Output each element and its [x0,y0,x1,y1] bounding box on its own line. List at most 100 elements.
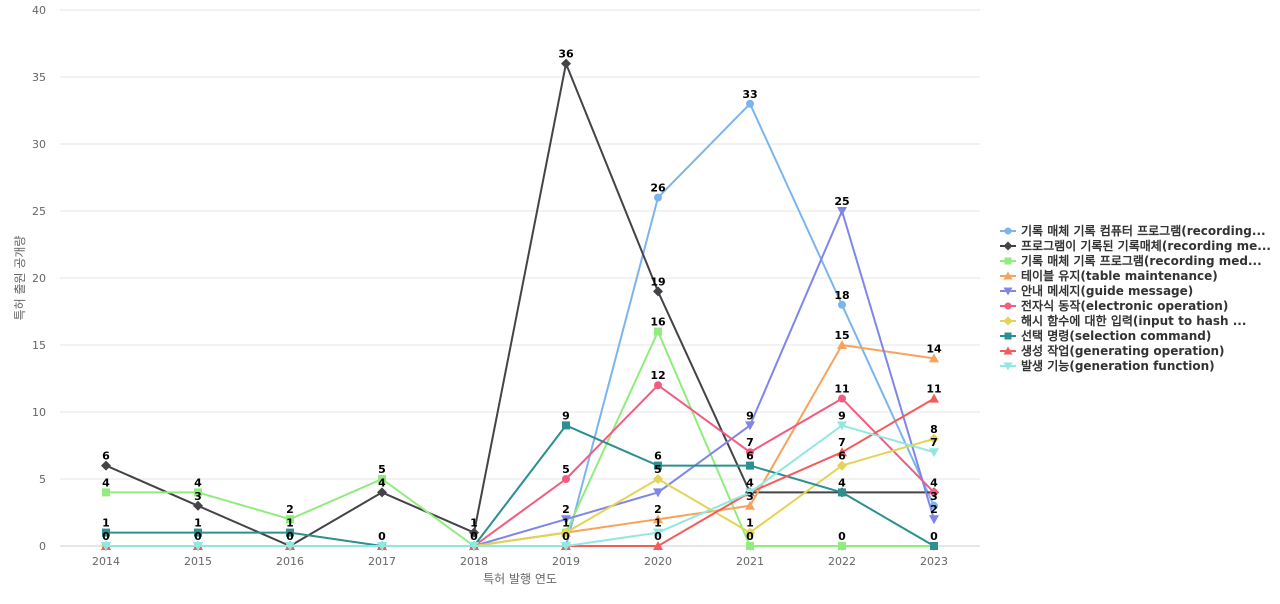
y-axis-title: 특허 출원 공개량 [13,236,27,321]
legend-item[interactable]: 프로그램이 기록된 기록매체(recording me... [1000,238,1271,253]
data-point[interactable] [377,487,387,498]
data-point[interactable] [745,488,755,498]
legend-marker [1003,271,1013,280]
legend-marker [1004,227,1012,235]
data-label: 0 [102,530,110,543]
data-point[interactable] [654,193,662,202]
series-line [106,397,935,547]
legend-label: 프로그램이 기록된 기록매체(recording me... [1021,238,1271,253]
data-point[interactable] [837,460,847,471]
data-point[interactable] [929,448,939,458]
data-point[interactable] [746,542,754,550]
legend-item[interactable]: 안내 메세지(guide message) [1000,283,1193,298]
data-point[interactable] [654,327,662,336]
series-10 [101,421,939,551]
data-point[interactable] [377,542,387,551]
data-point[interactable] [930,501,938,510]
data-point[interactable] [929,393,939,403]
data-point[interactable] [469,527,479,538]
data-point[interactable] [194,488,202,497]
legend-marker [1003,316,1013,326]
data-point[interactable] [286,528,294,537]
data-point[interactable] [746,99,754,108]
data-point[interactable] [837,421,847,431]
legend-marker [1003,287,1013,296]
legend-item[interactable]: 기록 매체 기록 컴퓨터 프로그램(recording... [1000,223,1266,238]
data-point[interactable] [653,541,663,550]
data-label: 3 [930,490,938,503]
data-point[interactable] [838,394,846,403]
legend-item[interactable]: 해시 함수에 대한 입력(input to hash ... [1000,313,1246,328]
data-point[interactable] [746,448,754,457]
x-tick-label: 2014 [92,555,120,568]
data-label: 0 [654,530,662,543]
y-tick-label: 40 [32,4,46,17]
legend-item[interactable]: 전자식 동작(electronic operation) [1000,298,1228,313]
data-point[interactable] [194,528,202,537]
data-label: 25 [834,195,849,208]
series-line [106,344,935,547]
data-point[interactable] [745,421,755,431]
data-point[interactable] [561,527,571,538]
data-label: 1 [562,517,570,530]
data-point[interactable] [654,381,662,390]
legend: 기록 매체 기록 컴퓨터 프로그램(recording...프로그램이 기록된 … [1000,223,1271,373]
data-label: 2 [654,503,662,516]
data-label: 0 [286,530,294,543]
data-label: 5 [562,463,570,476]
data-point[interactable] [561,515,571,525]
data-point[interactable] [653,474,663,484]
data-point[interactable] [929,353,939,363]
data-label: 7 [930,436,938,449]
data-point[interactable] [101,460,111,471]
data-point[interactable] [838,488,846,497]
data-point[interactable] [745,527,755,538]
data-point[interactable] [102,488,110,497]
data-point[interactable] [193,542,203,551]
data-point[interactable] [838,300,846,309]
data-label: 1 [470,517,478,530]
data-point[interactable] [745,500,755,510]
data-point[interactable] [561,58,571,69]
data-point[interactable] [469,542,479,551]
data-point[interactable] [561,542,571,551]
data-point[interactable] [286,515,294,524]
data-label: 1 [194,517,202,530]
legend-item[interactable]: 선택 명령(selection command) [1000,328,1211,343]
data-point[interactable] [562,475,570,483]
data-point[interactable] [654,461,662,470]
data-point[interactable] [653,514,663,524]
legend-item[interactable]: 기록 매체 기록 프로그램(recording med... [1000,253,1262,268]
series-line [106,424,935,547]
data-point[interactable] [101,542,111,551]
series-9 [101,393,939,550]
data-point[interactable] [929,433,939,444]
data-point[interactable] [837,207,847,216]
data-point[interactable] [929,515,939,525]
legend-item[interactable]: 발생 기능(generation function) [1000,358,1215,373]
data-point[interactable] [930,488,938,497]
data-point[interactable] [930,542,938,550]
data-point[interactable] [562,421,570,430]
data-point[interactable] [285,542,295,551]
legend-label: 기록 매체 기록 컴퓨터 프로그램(recording... [1021,223,1266,238]
legend-item[interactable]: 생성 작업(generating operation) [1000,343,1225,358]
data-point[interactable] [193,500,203,511]
legend-item[interactable]: 테이블 유지(table maintenance) [1000,268,1218,283]
data-point[interactable] [837,340,847,349]
x-tick-label: 2021 [736,555,764,568]
data-point[interactable] [653,488,663,498]
data-point[interactable] [653,286,663,297]
data-point[interactable] [838,542,846,550]
series-line [106,102,935,547]
data-label: 11 [926,383,941,396]
data-label: 1 [654,517,662,530]
data-point[interactable] [653,528,663,538]
data-point[interactable] [378,475,386,483]
data-point[interactable] [746,461,754,470]
data-label: 0 [838,530,846,543]
data-point[interactable] [837,447,847,457]
data-point[interactable] [102,528,110,537]
data-label: 2 [286,503,294,516]
